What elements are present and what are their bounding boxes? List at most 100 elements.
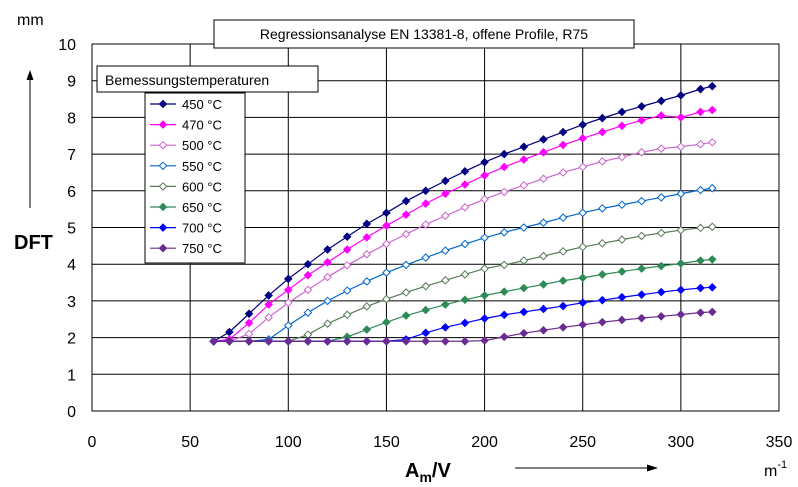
x-tick-label-6: 300: [668, 434, 695, 451]
series-5-point-12: [441, 300, 450, 309]
series-2-point-16: [519, 180, 529, 190]
series-6-point-16: [519, 307, 529, 317]
series-2-point-11: [421, 220, 430, 229]
series-3-point-17: [539, 218, 548, 228]
series-0-point-14: [480, 157, 489, 167]
series-7-point-5: [303, 336, 313, 346]
x-tick-label-1: 50: [181, 434, 199, 451]
series-7-point-17: [539, 325, 548, 335]
series-4-point-7: [342, 310, 352, 320]
y-tick-label-3: 3: [67, 294, 76, 311]
series-2-point-9: [382, 239, 391, 249]
series-6-point-12: [441, 323, 450, 332]
series-5-point-24: [676, 259, 686, 268]
series-0-point-8: [362, 219, 372, 229]
series-0-point-10: [401, 196, 411, 206]
series-7-point-22: [637, 313, 646, 323]
series-0-point-24: [676, 91, 686, 100]
series-2-point-13: [460, 203, 470, 212]
y-axis-ticks: 0 1 2 3 4 5 6 7 8 9 10: [58, 37, 76, 421]
y-tick-label-2: 2: [67, 331, 76, 348]
series-3-point-26: [707, 183, 717, 193]
series-3-point-13: [460, 239, 470, 249]
legend-label-0: 450 °C: [182, 97, 222, 112]
y-tick-label-10: 10: [58, 37, 76, 54]
series-0-point-9: [382, 208, 391, 218]
series-6-point-22: [637, 290, 646, 299]
series-3-point-24: [676, 189, 686, 199]
series-4-point-23: [656, 228, 666, 238]
series-5-point-20: [598, 270, 607, 279]
series-layer: [209, 81, 717, 346]
series-1-point-24: [676, 113, 686, 122]
legend-label-4: 600 °C: [182, 179, 222, 194]
series-2-point-23: [656, 144, 666, 153]
x-axis-label: Am/V: [405, 460, 451, 485]
series-3-point-10: [401, 260, 411, 270]
y-tick-label-8: 8: [67, 110, 76, 127]
series-3-point-14: [480, 233, 489, 243]
series-1-point-8: [362, 233, 372, 242]
series-2-point-6: [323, 272, 332, 282]
series-1-point-16: [519, 155, 529, 164]
series-0-point-21: [617, 107, 627, 117]
series-5-point-23: [656, 261, 666, 271]
series-3-point-9: [382, 268, 391, 277]
series-1-point-25: [696, 107, 705, 117]
series-6-point-13: [460, 318, 470, 328]
series-3-point-8: [362, 277, 372, 286]
x-tick-label-0: 0: [88, 434, 97, 451]
series-2-point-26: [707, 138, 717, 147]
series-1-point-26: [707, 105, 717, 115]
series-7-point-10: [401, 336, 411, 346]
series-7: [209, 307, 717, 346]
series-0-point-2: [244, 309, 254, 319]
series-5-point-16: [519, 283, 529, 293]
legend-item-6: 700 °C: [150, 221, 222, 236]
legend-box: [144, 92, 246, 264]
series-1-point-6: [323, 258, 332, 267]
series-7-point-21: [617, 315, 627, 325]
series-0-point-17: [539, 135, 548, 144]
legend-item-4: 600 °C: [150, 179, 222, 194]
legend-label-7: 750 °C: [182, 241, 222, 256]
series-6-point-15: [499, 310, 509, 320]
series-5-point-21: [617, 267, 627, 276]
legend-item-2: 500 °C: [150, 138, 222, 153]
x-tick-label-4: 200: [471, 434, 498, 451]
legend-item-3: 550 °C: [150, 159, 222, 174]
series-0-point-7: [342, 232, 352, 241]
series-3-point-15: [499, 227, 509, 237]
legend-swatch-marker-4: [158, 182, 168, 191]
series-7-point-4: [283, 336, 293, 346]
series-4-point-13: [460, 270, 470, 279]
series-0-point-20: [598, 113, 607, 123]
series-6-point-20: [598, 295, 607, 305]
series-3-point-12: [441, 246, 450, 255]
series-7-point-16: [519, 328, 529, 338]
series-6-point-18: [558, 301, 568, 311]
series-2-point-15: [499, 187, 509, 197]
series-4-point-8: [362, 302, 372, 311]
series-5-point-9: [382, 317, 391, 327]
legend-item-0: 450 °C: [150, 97, 222, 112]
legend-item-1: 470 °C: [150, 118, 222, 133]
x-axis-ticks: 0 50 100 150 200 250 300 350: [88, 434, 793, 451]
legend-item-7: 750 °C: [150, 241, 222, 256]
series-1-point-23: [656, 111, 666, 120]
series-0-point-13: [460, 167, 470, 176]
x-unit-label: m-1: [764, 459, 787, 480]
series-2-point-24: [676, 142, 686, 152]
series-1-point-20: [598, 127, 607, 137]
series-4-point-15: [499, 260, 509, 270]
series-2-point-21: [617, 152, 627, 162]
series-7-point-15: [499, 332, 509, 342]
series-2-point-5: [303, 285, 313, 295]
y-tick-label-7: 7: [67, 147, 76, 164]
series-0-point-22: [637, 102, 646, 111]
series-1-point-12: [441, 189, 450, 199]
y-tick-label-9: 9: [67, 74, 76, 91]
series-5-point-15: [499, 287, 509, 297]
series-4-point-24: [676, 225, 686, 235]
series-4-point-12: [441, 276, 450, 285]
